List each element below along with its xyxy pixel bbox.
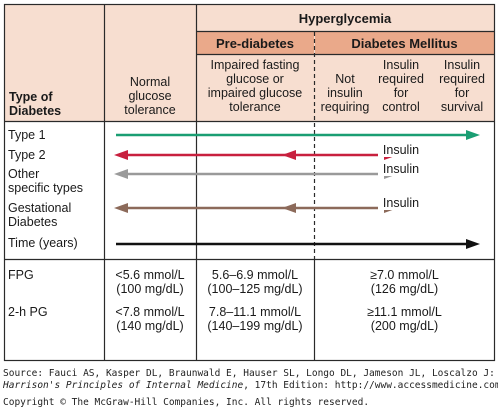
diabetes-mellitus-header: Diabetes Mellitus xyxy=(351,36,458,51)
row-label-time: Time (years) xyxy=(8,236,78,250)
type2-insulin-label: Insulin xyxy=(378,143,424,157)
pg2h-label: 2-h PG xyxy=(8,305,48,319)
gestational-arrow xyxy=(114,203,398,213)
time-arrow xyxy=(116,239,480,249)
type1-arrow xyxy=(116,130,480,140)
fpg-normal: <5.6 mmol/L (100 mg/dL) xyxy=(115,268,185,296)
row-label-other: Other specific types xyxy=(8,167,84,195)
hyperglycemia-band xyxy=(196,5,494,31)
insulin-control-header: Insulin required for control xyxy=(378,58,424,114)
prediabetes-band xyxy=(196,32,314,54)
fpg-diabetes: ≥7.0 mmol/L (126 mg/dL) xyxy=(370,268,439,296)
edition-url: , 17th Edition: http://www.accessmedicin… xyxy=(243,380,498,391)
source-line: Source: Fauci AS, Kasper DL, Braunwald E… xyxy=(3,368,495,379)
impaired-header: Impaired fasting glucose or impaired glu… xyxy=(207,58,303,114)
normal-glucose-header: Normal glucose tolerance xyxy=(124,75,176,117)
book-title: Harrison's Principles of Internal Medici… xyxy=(3,380,244,391)
other-insulin-label: Insulin xyxy=(378,162,424,176)
pg2h-normal: <7.8 mmol/L (140 mg/dL) xyxy=(115,305,185,333)
source-line-2: Harrison's Principles of Internal Medici… xyxy=(3,380,498,391)
insulin-survival-header: Insulin required for survival xyxy=(439,58,485,114)
fpg-prediabetes: 5.6–6.9 mmol/L (100–125 mg/dL) xyxy=(207,268,303,296)
pg2h-prediabetes: 7.8–11.1 mmol/L (140–199 mg/dL) xyxy=(207,305,303,333)
type2-arrow xyxy=(114,150,398,160)
row-label-type2: Type 2 xyxy=(8,148,46,162)
row-label-gestational: Gestational Diabetes xyxy=(8,201,72,229)
pg2h-diabetes: ≥11.1 mmol/L (200 mg/dL) xyxy=(367,305,442,333)
fpg-label: FPG xyxy=(8,268,34,282)
type-of-diabetes-header: Type of Diabetes xyxy=(9,90,62,118)
copyright: Copyright © The McGraw-Hill Companies, I… xyxy=(3,397,370,408)
row-label-type1: Type 1 xyxy=(8,128,46,142)
other-types-arrow xyxy=(114,169,398,179)
prediabetes-header: Pre-diabetes xyxy=(215,36,295,51)
gestational-insulin-label: Insulin xyxy=(378,196,424,210)
hyperglycemia-header: Hyperglycemia xyxy=(298,11,392,26)
not-insulin-header: Not insulin requiring xyxy=(320,72,370,114)
diabetes-mellitus-band xyxy=(315,32,494,54)
